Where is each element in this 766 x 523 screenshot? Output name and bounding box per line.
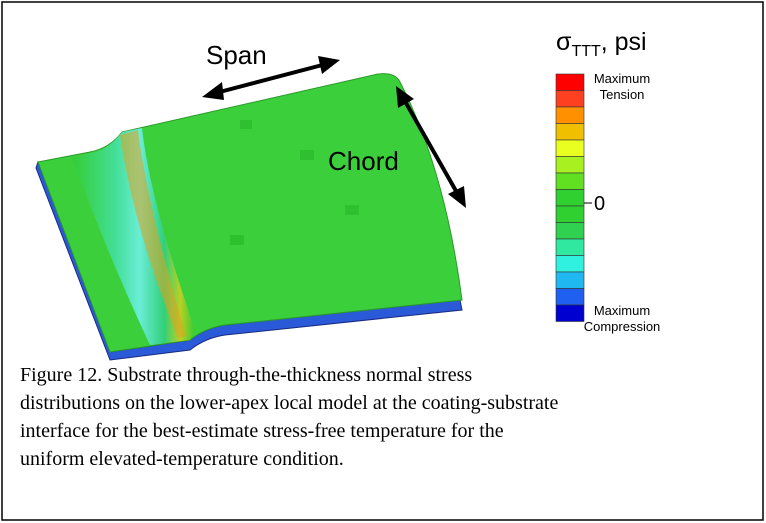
color-bar-cell xyxy=(555,156,585,174)
color-bar-cell xyxy=(555,106,585,124)
min-label: Compression xyxy=(584,319,661,334)
caption-line: Figure 12. Substrate through-the-thickne… xyxy=(20,364,472,386)
color-bar-cell xyxy=(555,73,585,91)
chord-label: Chord xyxy=(328,146,399,176)
caption-line: interface for the best-estimate stress-f… xyxy=(20,420,504,442)
legend-suffix: , psi xyxy=(601,28,647,56)
plate-model xyxy=(35,73,463,361)
color-bar-cell xyxy=(555,90,585,108)
min-label: Maximum xyxy=(594,303,650,318)
color-bar-cell xyxy=(555,288,585,306)
color-bar-cell xyxy=(555,255,585,273)
max-label: Tension xyxy=(600,87,645,102)
color-bar-cell xyxy=(555,139,585,157)
color-bar-cell xyxy=(555,205,585,223)
zero-label: 0 xyxy=(594,193,605,215)
legend-subscript: TTT xyxy=(571,43,601,60)
color-bar-cell xyxy=(555,271,585,289)
color-bar-cell xyxy=(555,123,585,141)
span-arrow xyxy=(202,56,340,100)
legend-symbol: σ xyxy=(556,28,572,56)
chord-arrow xyxy=(396,86,466,208)
max-label: Maximum xyxy=(594,71,650,86)
color-bar-cell xyxy=(555,222,585,240)
span-label: Span xyxy=(206,40,267,70)
legend-title: σTTT, psi xyxy=(556,28,647,60)
color-bar-cell xyxy=(555,189,585,207)
color-bar-cell xyxy=(555,304,585,322)
color-bar-cell xyxy=(555,238,585,256)
color-bar-cell xyxy=(555,172,585,190)
caption-line: distributions on the lower-apex local mo… xyxy=(20,392,558,414)
color-bar xyxy=(555,73,585,322)
caption-line: uniform elevated-temperature condition. xyxy=(20,448,344,470)
